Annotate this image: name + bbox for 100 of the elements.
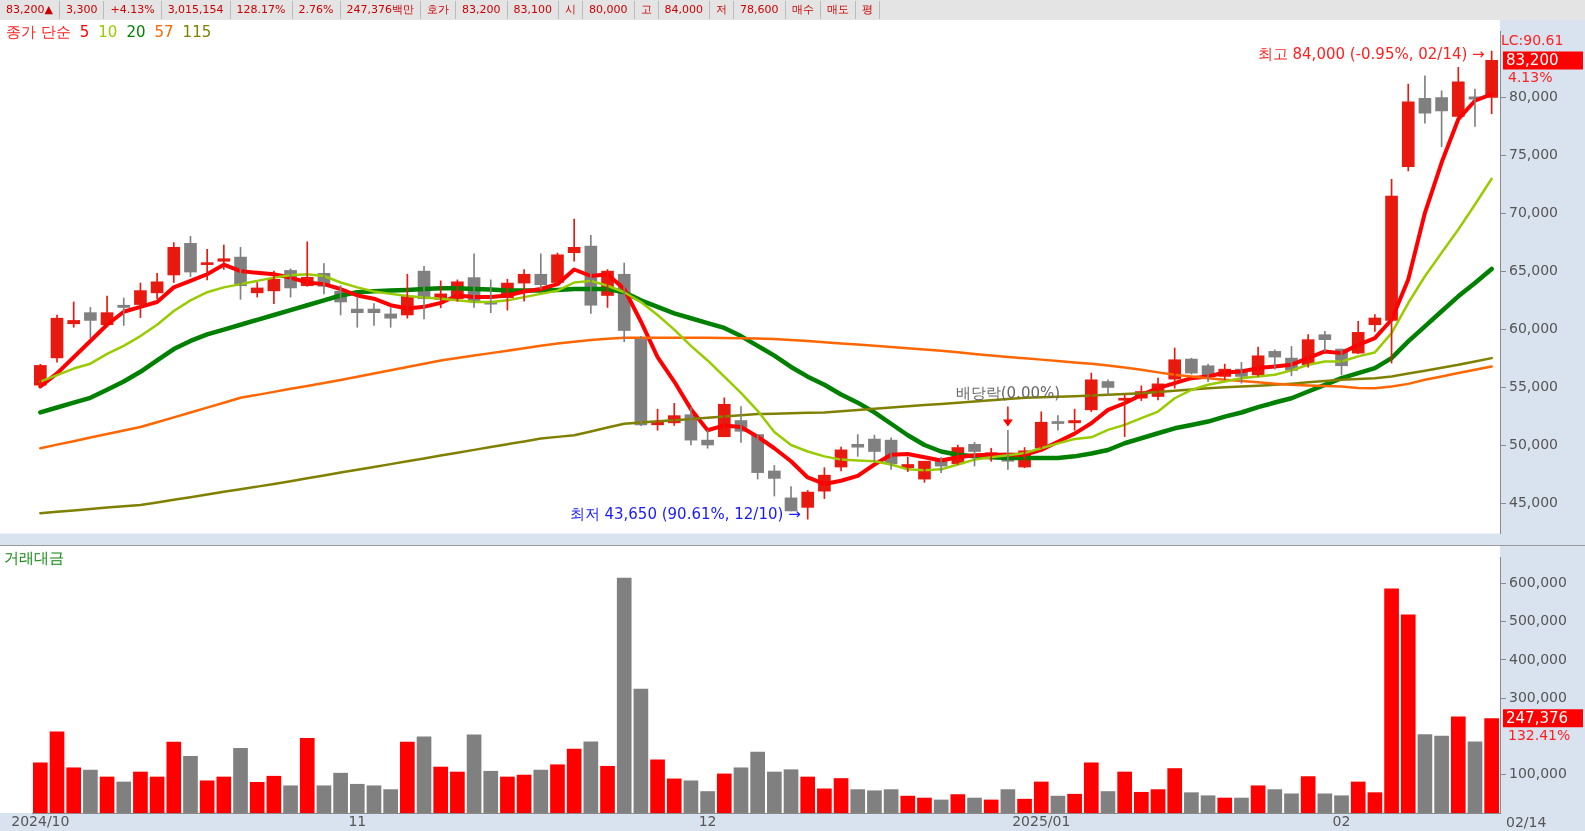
legend-title: 종가 단순	[6, 23, 71, 41]
bar	[983, 799, 999, 813]
text: 57	[154, 23, 174, 41]
bar	[33, 762, 48, 813]
text: 호가	[421, 1, 457, 19]
bar	[1067, 793, 1082, 813]
y-tick-label: 60,000	[1509, 320, 1558, 337]
annotation: 최저 43,650 (90.61%, 12/10) →	[569, 504, 801, 523]
bar	[149, 776, 165, 813]
bar	[950, 794, 966, 813]
bar	[1134, 791, 1149, 813]
bar	[249, 782, 265, 813]
text: 저	[710, 1, 735, 19]
y-tick-label: 75,000	[1509, 146, 1558, 163]
bar	[216, 776, 232, 813]
y-tick-label: 80,000	[1509, 88, 1558, 105]
x-tick-label: 12	[698, 813, 717, 830]
bar	[1150, 789, 1166, 813]
bar	[550, 764, 565, 813]
bar	[1367, 792, 1383, 813]
annotation: 배당락(0.00%)	[955, 384, 1061, 403]
text: 20	[126, 23, 146, 41]
bar	[199, 780, 215, 813]
text: 평	[855, 1, 880, 19]
bar	[1033, 781, 1049, 813]
bar	[566, 748, 582, 813]
bar	[400, 741, 415, 813]
bar	[1167, 768, 1183, 813]
text: 247,376	[1506, 709, 1569, 728]
bar	[666, 778, 682, 813]
text: 매도	[820, 1, 856, 19]
text: 80,000	[583, 1, 635, 19]
text: +4.13%	[104, 1, 162, 19]
text: 3,300	[59, 1, 105, 19]
text: 02/14	[1506, 813, 1547, 830]
bar	[833, 778, 849, 813]
bar	[1083, 762, 1099, 813]
text: 78,600	[734, 1, 786, 19]
bar	[800, 776, 816, 813]
bar	[166, 741, 182, 813]
y-tick-label: 300,000	[1509, 688, 1567, 705]
bar	[1217, 797, 1233, 813]
x-tick-label: 2024/10	[11, 813, 70, 830]
text: 고	[634, 1, 659, 19]
text: 시	[559, 1, 584, 19]
bar	[600, 765, 615, 813]
text: 83,200	[456, 1, 508, 19]
bar	[1384, 588, 1399, 813]
text: 83,200	[1506, 51, 1559, 70]
x-tick-label: 2025/01	[1012, 813, 1071, 830]
text: 115	[182, 23, 212, 41]
text: 3,015,154	[161, 1, 231, 19]
bar	[516, 774, 532, 813]
y-tick-label: 600,000	[1509, 574, 1567, 591]
bar	[1300, 776, 1316, 813]
bar	[66, 767, 82, 813]
text: 83,100	[507, 1, 560, 19]
text: 10	[98, 23, 118, 41]
bar	[1450, 716, 1466, 813]
text: 4.13%	[1508, 69, 1553, 86]
y-tick-label: 55,000	[1509, 378, 1558, 395]
y-tick-label: 100,000	[1509, 765, 1567, 782]
bar	[650, 759, 665, 813]
y-tick-label: 50,000	[1509, 436, 1558, 453]
text: 247,376백만	[340, 1, 422, 19]
bar	[917, 797, 932, 813]
text: 매수	[785, 1, 821, 19]
bar	[450, 771, 465, 813]
bar	[716, 773, 732, 813]
text: 5	[79, 23, 90, 41]
bar	[99, 776, 115, 813]
bar	[433, 766, 449, 813]
text: 132.41%	[1508, 726, 1571, 743]
bar	[817, 788, 832, 813]
bar	[1017, 798, 1032, 813]
annotation: 최고 84,000 (-0.95%, 02/14) →	[1257, 45, 1485, 64]
bar	[49, 731, 65, 813]
bar	[1400, 614, 1416, 813]
bar	[266, 775, 282, 813]
candlestick	[851, 434, 865, 457]
bar	[1350, 781, 1366, 813]
bar	[1250, 785, 1266, 813]
text: 2.76%	[292, 1, 341, 19]
text: 83,200▲	[0, 1, 60, 19]
chart-title: 거래대금	[4, 549, 64, 568]
bar	[900, 795, 916, 813]
y-tick-label: 400,000	[1509, 650, 1567, 667]
text: LC:90.61	[1501, 32, 1564, 49]
bar	[500, 776, 515, 813]
bar	[1484, 718, 1499, 813]
x-tick-label: 11	[348, 813, 367, 830]
y-tick-label: 500,000	[1509, 612, 1567, 629]
candlestick	[117, 297, 131, 326]
y-tick-label: 70,000	[1509, 204, 1558, 221]
text: 128.17%	[230, 1, 293, 19]
x-tick-label: 02	[1332, 813, 1351, 830]
text: 84,000	[658, 1, 711, 19]
bar	[133, 771, 148, 813]
bar	[1117, 771, 1132, 813]
y-tick-label: 45,000	[1509, 494, 1558, 511]
